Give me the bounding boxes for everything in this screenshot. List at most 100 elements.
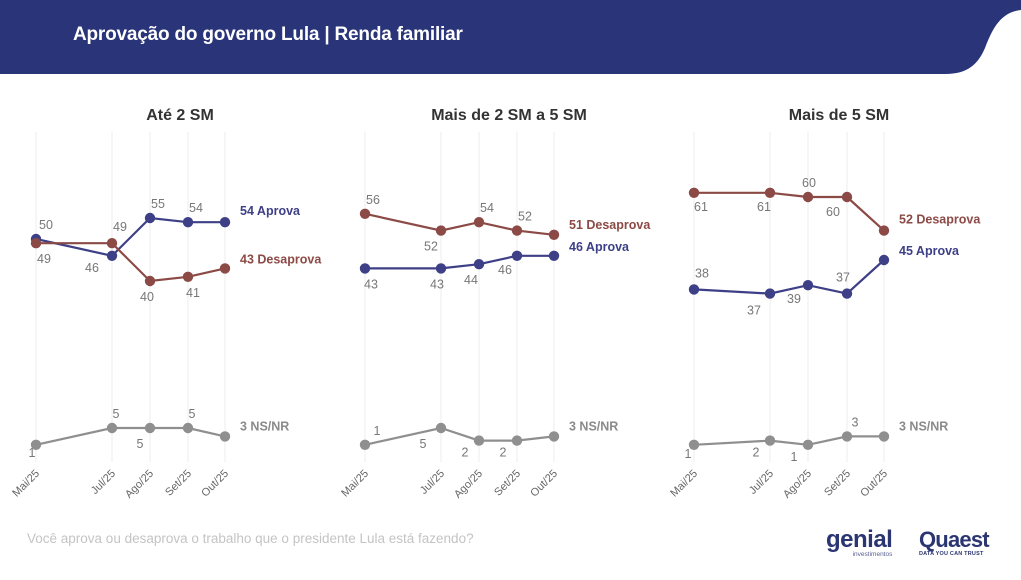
data-point-desaprova [144,275,156,287]
x-tick-label: Set/25 [822,468,853,499]
x-tick-label: Set/25 [492,468,523,499]
x-tick-label: Ago/25 [452,468,485,501]
data-label: 55 [151,197,165,211]
genial-logo-text: genial [826,526,893,553]
data-point-aprova [548,250,560,261]
x-tick-label: Jul/25 [418,468,447,497]
data-label: 54 [189,201,203,215]
data-label: 43 [430,277,444,291]
series-end-label-desaprova: 51 Desaprova [569,218,651,232]
data-label: 60 [802,176,816,190]
data-label: 1 [374,424,381,438]
data-point-desaprova [688,187,700,198]
data-point-desaprova [511,225,523,236]
data-point-nsnr [144,422,156,434]
data-label: 37 [747,304,761,318]
data-label: 49 [113,220,127,234]
header-banner: Aprovação do governo Lula | Renda famili… [0,0,1021,74]
data-label: 43 [364,277,378,291]
series-end-label-desaprova: 43 Desaprova [240,252,322,266]
data-point-aprova [511,250,523,261]
chart-panel-ate-2-sm: Até 2 SM Mai/25 Jul/25 Ago/25 Set/25 Out/25 50… [10,107,322,501]
data-label: 39 [787,292,801,306]
data-label: 52 [424,240,438,254]
data-label: 5 [113,407,120,421]
series-line-aprova [693,259,885,295]
data-point-desaprova [878,225,890,236]
genial-logo: genial investimentos [826,526,893,559]
series-line-aprova [365,254,554,270]
data-point-aprova [764,288,776,299]
data-label: 5 [420,437,427,451]
data-point-nsnr [764,435,776,446]
data-point-desaprova [182,271,194,282]
data-label: 41 [186,286,200,300]
quaest-logo-text: Quaest [919,527,990,552]
data-point-desaprova [764,187,776,198]
series-line-nsnr [35,426,226,446]
data-point-nsnr [106,422,118,434]
data-point-desaprova [435,225,447,236]
data-label: 3 [852,415,859,429]
data-label: 49 [37,252,51,266]
x-tick-label: Ago/25 [781,468,814,501]
data-label: 54 [480,201,494,215]
series-end-label-nsnr: 3 NS/NR [240,419,289,433]
data-point-desaprova [841,191,853,203]
data-point-nsnr [802,439,814,450]
panel-title: Mais de 2 SM a 5 SM [431,107,587,124]
data-label: 2 [462,446,469,460]
series-end-label-aprova: 46 Aprova [569,240,630,254]
series-line-nsnr [693,435,884,446]
data-point-nsnr [688,439,700,450]
x-tick-label: Jul/25 [747,468,776,497]
header-background [0,0,1021,74]
x-tick-label: Mai/25 [668,468,700,500]
data-point-desaprova [219,263,231,274]
data-point-desaprova [802,191,814,203]
data-label: 2 [753,446,760,460]
series-end-label-aprova: 54 Aprova [240,204,301,218]
data-point-nsnr [878,431,890,442]
data-point-desaprova [30,238,42,249]
series-line-aprova [35,216,225,258]
data-point-nsnr [182,422,194,434]
data-label: 38 [695,266,709,280]
page-title: Aprovação do governo Lula | Renda famili… [73,24,463,45]
data-point-desaprova [473,217,485,228]
quaest-logo-subtext: DATA YOU CAN TRUST [919,551,984,557]
data-label: 61 [694,200,708,214]
data-point-aprova [878,254,890,266]
data-label: 1 [29,446,36,460]
x-tick-label: Ago/25 [123,468,156,501]
data-point-nsnr [30,439,42,450]
data-point-desaprova [359,208,371,219]
data-point-aprova [802,280,814,291]
data-point-nsnr [435,422,447,434]
genial-logo-subtext: investimentos [852,551,893,558]
data-point-nsnr [548,431,560,442]
data-label: 50 [39,218,53,232]
data-label: 46 [85,261,99,275]
data-label: 60 [826,205,840,219]
data-point-aprova [219,217,231,228]
data-label: 44 [464,273,478,287]
data-point-aprova [841,288,853,299]
chart-panel-mais-5-sm: Mais de 5 SM Mai/25 Jul/25 Ago/25 Set/25 Out/… [668,107,981,501]
x-tick-label: Out/25 [199,468,231,500]
data-point-nsnr [219,431,231,442]
data-label: 5 [189,407,196,421]
data-point-aprova [359,263,371,274]
survey-question: Você aprova ou desaprova o trabalho que … [27,531,474,546]
panel-title: Mais de 5 SM [789,107,889,124]
series-end-label-nsnr: 3 NS/NR [569,419,618,433]
data-label: 2 [500,446,507,460]
data-point-nsnr [841,431,853,442]
x-tick-label: Out/25 [528,468,560,500]
x-tick-label: Mai/25 [10,468,42,500]
data-point-aprova [688,284,700,295]
data-point-aprova [106,250,118,261]
panel-title: Até 2 SM [146,107,214,124]
chart-panel-2-a-5-sm: Mais de 2 SM a 5 SM Mai/25 Jul/25 Ago/25 Set… [339,107,651,501]
